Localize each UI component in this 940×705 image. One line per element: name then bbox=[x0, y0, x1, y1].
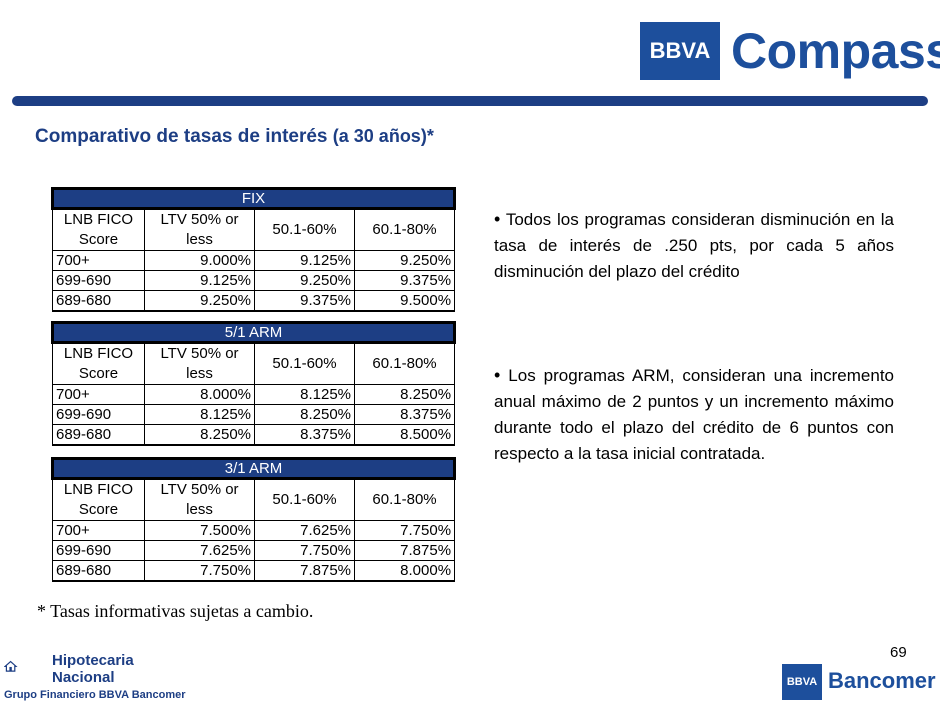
rate-cell: 9.375% bbox=[353, 270, 456, 291]
table-title: FIX bbox=[50, 187, 457, 210]
bullet-item-2: • Los programas ARM, consideran una incr… bbox=[494, 362, 894, 467]
rate-table-5-1-arm: 5/1 ARM LNB FICO Score LTV 50% or less 5… bbox=[50, 321, 457, 446]
header-cell: LNB FICO Score bbox=[52, 342, 145, 385]
rate-cell: 8.250% bbox=[144, 424, 255, 446]
score-cell: 689-680 bbox=[52, 560, 145, 582]
rate-table-fix: FIX LNB FICO Score LTV 50% or less 50.1-… bbox=[50, 187, 457, 312]
rate-cell: 7.750% bbox=[254, 540, 355, 561]
table-row: 699-690 8.125% 8.250% 8.375% bbox=[52, 404, 456, 425]
footnote: * Tasas informativas sujetas a cambio. bbox=[37, 601, 314, 621]
rate-table-3-1-arm: 3/1 ARM LNB FICO Score LTV 50% or less 5… bbox=[50, 457, 457, 582]
table-row: 699-690 9.125% 9.250% 9.375% bbox=[52, 270, 456, 291]
rate-cell: 9.125% bbox=[254, 250, 355, 271]
header-cell: LTV 50% or less bbox=[144, 208, 255, 251]
rate-cell: 9.125% bbox=[144, 270, 255, 291]
rate-cell: 7.500% bbox=[144, 520, 255, 541]
header-cell: LNB FICO Score bbox=[52, 208, 145, 251]
header-cell: LTV 50% or less bbox=[144, 342, 255, 385]
rate-cell: 8.000% bbox=[144, 384, 255, 405]
score-cell: 689-680 bbox=[52, 424, 145, 446]
rate-cell: 9.000% bbox=[144, 250, 255, 271]
rate-cell: 8.125% bbox=[144, 404, 255, 425]
rate-cell: 8.250% bbox=[254, 404, 355, 425]
bullet-item-1: • Todos los programas consideran disminu… bbox=[494, 206, 894, 285]
rate-cell: 7.625% bbox=[144, 540, 255, 561]
header-rule bbox=[12, 96, 928, 106]
header-cell: 60.1-80% bbox=[353, 342, 456, 385]
header-cell: 50.1-60% bbox=[254, 342, 355, 385]
rate-cell: 8.125% bbox=[254, 384, 355, 405]
bancomer-logo-box: BBVA bbox=[782, 664, 822, 700]
hipotecaria-line1: Hipotecaria bbox=[52, 652, 134, 669]
header-cell: 50.1-60% bbox=[254, 478, 355, 521]
table-title: 3/1 ARM bbox=[50, 457, 457, 480]
page-number: 69 bbox=[890, 644, 907, 661]
rate-cell: 7.750% bbox=[353, 520, 456, 541]
rate-cell: 8.500% bbox=[353, 424, 456, 446]
score-cell: 700+ bbox=[52, 384, 145, 405]
bullet-text: Todos los programas consideran disminuci… bbox=[494, 210, 895, 281]
rate-cell: 8.250% bbox=[353, 384, 456, 405]
hipotecaria-logo-title: Hipotecaria Nacional bbox=[52, 652, 134, 686]
score-cell: 689-680 bbox=[52, 290, 145, 312]
rate-cell: 7.750% bbox=[144, 560, 255, 582]
header-cell: LTV 50% or less bbox=[144, 478, 255, 521]
score-cell: 700+ bbox=[52, 250, 145, 271]
score-cell: 700+ bbox=[52, 520, 145, 541]
header-cell: 60.1-80% bbox=[353, 208, 456, 251]
score-cell: 699-690 bbox=[52, 270, 145, 291]
rate-cell: 9.250% bbox=[144, 290, 255, 312]
table-title: 5/1 ARM bbox=[50, 321, 457, 344]
rate-cell: 7.875% bbox=[254, 560, 355, 582]
table-row: 700+ 9.000% 9.125% 9.250% bbox=[52, 250, 456, 271]
score-cell: 699-690 bbox=[52, 404, 145, 425]
table-row: 700+ 7.500% 7.625% 7.750% bbox=[52, 520, 456, 541]
page-title-main: Comparativo de tasas de interés bbox=[35, 126, 328, 147]
rate-cell: 9.500% bbox=[353, 290, 456, 312]
rate-cell: 8.000% bbox=[353, 560, 456, 582]
rate-cell: 9.250% bbox=[353, 250, 456, 271]
house-icon bbox=[4, 660, 18, 672]
bullet-dot-icon: • bbox=[494, 209, 501, 229]
bullet-dot-icon: • bbox=[494, 365, 501, 385]
rate-cell: 9.250% bbox=[254, 270, 355, 291]
table-row: 699-690 7.625% 7.750% 7.875% bbox=[52, 540, 456, 561]
rate-cell: 7.625% bbox=[254, 520, 355, 541]
table-row: 689-680 9.250% 9.375% 9.500% bbox=[52, 290, 456, 312]
table-row: 700+ 8.000% 8.125% 8.250% bbox=[52, 384, 456, 405]
rate-cell: 7.875% bbox=[353, 540, 456, 561]
header-cell: 50.1-60% bbox=[254, 208, 355, 251]
table-row: 689-680 7.750% 7.875% 8.000% bbox=[52, 560, 456, 582]
rate-cell: 8.375% bbox=[353, 404, 456, 425]
rate-cell: 9.375% bbox=[254, 290, 355, 312]
score-cell: 699-690 bbox=[52, 540, 145, 561]
compass-logo-word: Compass bbox=[731, 23, 940, 79]
page-title-paren: (a 30 años)* bbox=[332, 126, 434, 146]
header-cell: 60.1-80% bbox=[353, 478, 456, 521]
hipotecaria-subtitle: Grupo Financiero BBVA Bancomer bbox=[4, 689, 186, 701]
bancomer-logo-word: Bancomer bbox=[828, 668, 936, 693]
bullet-text: Los programas ARM, consideran una increm… bbox=[494, 366, 895, 463]
header-cell: LNB FICO Score bbox=[52, 478, 145, 521]
bbva-logo-box: BBVA bbox=[640, 22, 720, 80]
page-title: Comparativo de tasas de interés (a 30 añ… bbox=[35, 126, 434, 148]
table-row: 689-680 8.250% 8.375% 8.500% bbox=[52, 424, 456, 446]
rate-cell: 8.375% bbox=[254, 424, 355, 446]
hipotecaria-line2: Nacional bbox=[52, 669, 115, 686]
